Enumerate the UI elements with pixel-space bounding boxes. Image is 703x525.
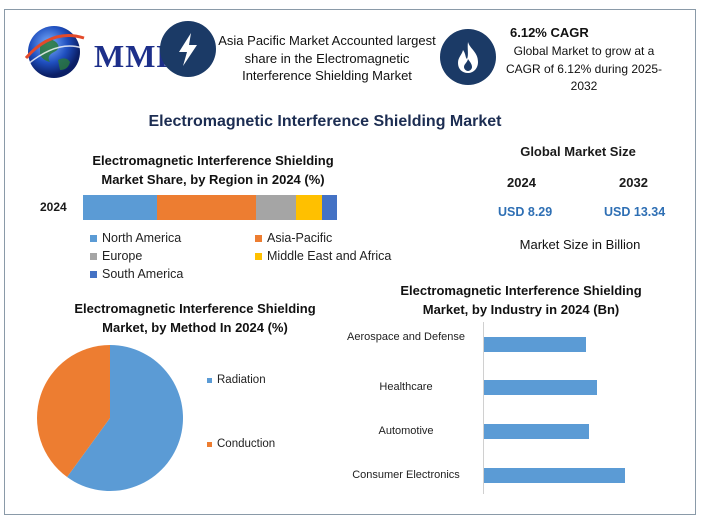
legend-swatch <box>90 252 97 260</box>
region-chart-title: Electromagnetic Interference Shielding M… <box>92 153 334 187</box>
industry-bar <box>484 337 586 352</box>
region-legend-item: Asia-Pacific <box>255 231 332 245</box>
legend-label: Europe <box>102 249 143 263</box>
legend-label: North America <box>102 231 182 245</box>
region-highlight-text: Asia Pacific Market Accounted largest sh… <box>218 33 436 83</box>
cagr-text: Global Market to grow at a CAGR of 6.12%… <box>505 44 663 93</box>
legend-swatch <box>255 234 262 242</box>
industry-bar <box>484 380 598 395</box>
industry-category-label: Automotive <box>378 425 434 437</box>
globe-icon <box>24 26 85 78</box>
legend-label: Asia-Pacific <box>267 231 333 245</box>
industry-category-label: Consumer Electronics <box>352 469 460 481</box>
region-bar-year-label: 2024 <box>40 200 67 214</box>
brand-logo: MMR <box>18 14 180 88</box>
legend-swatch <box>255 252 262 260</box>
region-legend-item: Middle East and Africa <box>255 249 391 263</box>
global-market-value-a: USD 8.29 <box>498 205 553 219</box>
legend-label: Conduction <box>217 438 276 450</box>
legend-swatch <box>90 234 97 242</box>
region-bar-segment-0 <box>83 195 157 220</box>
legend-label: Radiation <box>217 374 266 386</box>
legend-swatch <box>207 377 212 383</box>
global-market-year-b: 2032 <box>619 175 648 190</box>
region-legend-item: North America <box>90 231 181 245</box>
method-legend-item: Conduction <box>207 438 275 450</box>
lightning-icon <box>160 21 216 77</box>
industry-bar <box>484 424 589 439</box>
region-bar-segment-4 <box>321 195 337 220</box>
industry-category-label: Aerospace and Defense <box>346 331 466 343</box>
flame-icon <box>440 29 496 85</box>
industry-chart-title: Electromagnetic Interference Shielding M… <box>400 283 642 317</box>
region-bar-segment-1 <box>156 195 256 220</box>
industry-category-label: Healthcare <box>379 381 433 393</box>
legend-swatch <box>207 441 212 447</box>
legend-label: Middle East and Africa <box>267 249 392 263</box>
global-market-title: Global Market Size <box>520 144 636 159</box>
legend-swatch <box>90 270 97 278</box>
global-market-value-b: USD 13.34 <box>604 205 666 219</box>
industry-bar <box>484 468 626 483</box>
cagr-title: 6.12% CAGR <box>510 25 589 40</box>
region-legend-item: South America <box>90 267 183 281</box>
region-bar-segment-2 <box>255 195 297 220</box>
global-market-note: Market Size in Billion <box>519 237 641 252</box>
infographic-frame <box>4 9 696 515</box>
method-chart-title: Electromagnetic Interference Shielding M… <box>74 301 316 335</box>
global-market-year-a: 2024 <box>507 175 536 190</box>
method-legend-item: Radiation <box>207 374 266 386</box>
region-legend-item: Europe <box>90 249 142 263</box>
main-title: Electromagnetic Interference Shielding M… <box>148 113 502 130</box>
region-bar-segment-3 <box>296 195 322 220</box>
legend-label: South America <box>102 267 184 281</box>
industry-axis-line <box>483 322 484 494</box>
region-stacked-bar <box>83 195 337 220</box>
